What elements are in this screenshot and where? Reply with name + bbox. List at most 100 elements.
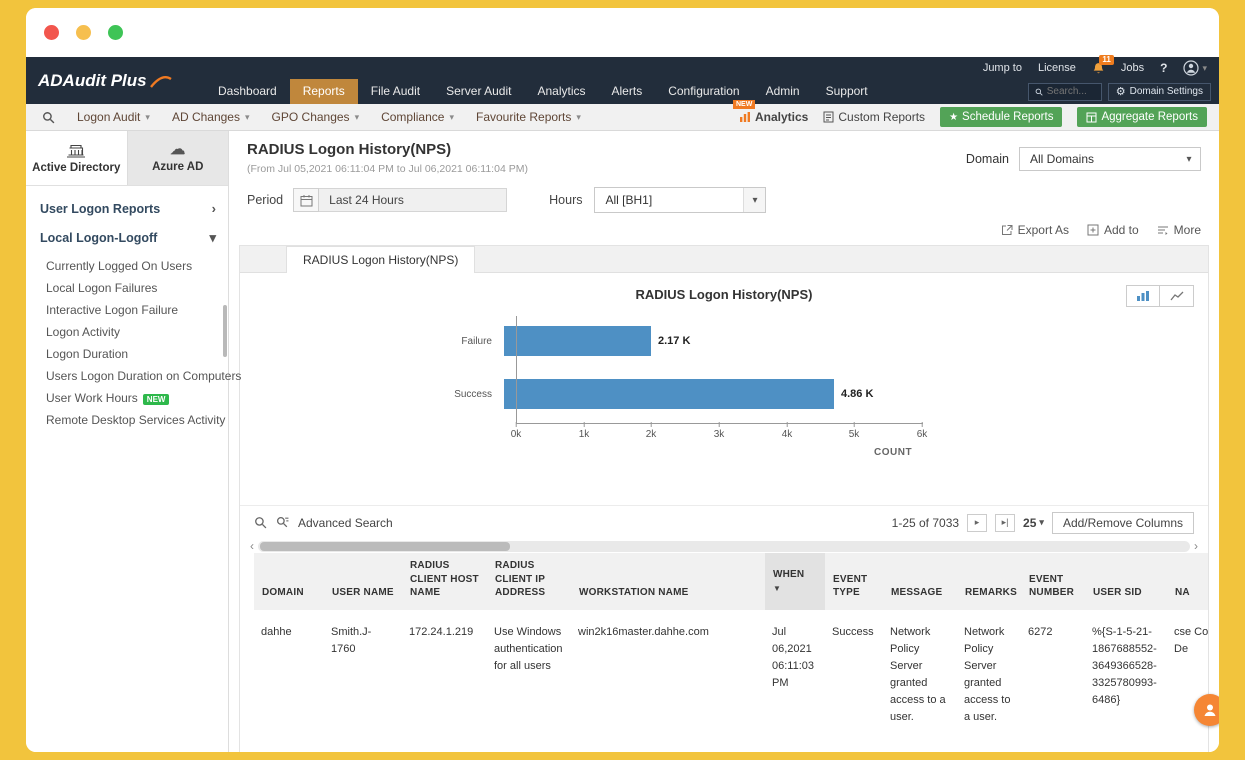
period-input[interactable]	[319, 188, 508, 212]
menu-logon-audit[interactable]: Logon Audit ▾	[77, 110, 150, 124]
analytics-button[interactable]: NEW Analytics	[733, 100, 808, 124]
page-size-select[interactable]: 25 ▾	[1023, 516, 1044, 530]
next-page-button[interactable]: ▸	[967, 513, 988, 532]
sidebar-item-logon-activity[interactable]: Logon Activity	[46, 325, 121, 339]
hours-select[interactable]: All [BH1] ▾	[594, 187, 767, 213]
table-row[interactable]: dahhe Smith.J-1760 172.24.1.219 Use Wind…	[254, 610, 1208, 740]
cell-workstation-name: win2k16master.dahhe.com	[578, 625, 709, 638]
support-chat-button[interactable]	[1194, 694, 1219, 726]
jump-to-link[interactable]: Jump to	[982, 62, 1022, 74]
search-icon	[255, 517, 267, 529]
sidebar-item-users-logon-duration-on-computers[interactable]: Users Logon Duration on Computers	[46, 369, 242, 383]
sidebar-item-currently-logged-on-users[interactable]: Currently Logged On Users	[46, 259, 193, 273]
cell-user-sid: %{S-1-5-21-1867688552-3649366528-3325780…	[1092, 625, 1157, 706]
col-header-domain[interactable]: DOMAIN	[254, 553, 324, 610]
domain-select[interactable]: All Domains ▾	[1019, 147, 1201, 171]
tab-azure-ad[interactable]: ☁ Azure AD	[126, 131, 228, 185]
sidebar-item-interactive-logon-failure[interactable]: Interactive Logon Failure	[46, 303, 179, 317]
chart-bar-row-failure: Failure 2.17 K	[254, 326, 1208, 356]
close-window-icon[interactable]	[44, 25, 59, 40]
col-header-na[interactable]: NA	[1167, 553, 1208, 610]
nav-item-configuration[interactable]: Configuration	[668, 84, 740, 98]
advanced-search[interactable]: Advanced Search	[254, 516, 393, 530]
col-header-remarks[interactable]: REMARKS	[957, 553, 1021, 610]
col-header-radius-client-host-name[interactable]: RADIUS CLIENT HOST NAME	[402, 553, 487, 610]
nav-item-file-audit[interactable]: File Audit	[370, 84, 421, 98]
horizontal-scroll-row: ‹ ›	[246, 539, 1202, 553]
scrollbar-thumb[interactable]	[260, 541, 510, 551]
nav-item-dashboard[interactable]: Dashboard	[218, 84, 277, 98]
menu-ad-changes[interactable]: AD Changes ▾	[172, 110, 250, 124]
chart-canvas: Failure 2.17 K Success 4.86 K 0k 1k	[254, 302, 1208, 492]
nav-item-support[interactable]: Support	[825, 84, 868, 98]
bar-failure	[504, 326, 651, 356]
minimize-window-icon[interactable]	[76, 25, 91, 40]
building-icon	[67, 144, 86, 158]
global-search[interactable]	[1027, 82, 1102, 101]
scroll-right-icon[interactable]: ›	[1194, 539, 1198, 553]
cell-user-name: Smith.J-1760	[331, 625, 372, 655]
export-as-label: Export As	[1017, 223, 1069, 237]
nav-item-alerts[interactable]: Alerts	[611, 84, 643, 98]
col-header-event-type[interactable]: EVENT TYPE	[825, 553, 883, 610]
custom-reports-button[interactable]: Custom Reports	[823, 110, 925, 124]
chart-type-switcher	[1126, 285, 1194, 307]
nav-item-server-audit[interactable]: Server Audit	[446, 84, 512, 98]
x-tick: 2k	[645, 422, 657, 440]
report-doc-icon	[823, 111, 834, 123]
aggregate-reports-button[interactable]: Aggregate Reports	[1077, 107, 1207, 127]
menu-gpo-changes[interactable]: GPO Changes ▾	[272, 110, 360, 124]
col-header-radius-client-ip-address[interactable]: RADIUS CLIENT IP ADDRESS	[487, 553, 571, 610]
bar-chart-toggle-button[interactable]	[1126, 285, 1160, 307]
tab-active-directory[interactable]: Active Directory	[26, 131, 127, 185]
col-header-message[interactable]: MESSAGE	[883, 553, 957, 610]
chevron-down-icon: ▾	[1202, 62, 1207, 73]
cell-domain: dahhe	[261, 625, 292, 638]
sidebar-scrollbar[interactable]	[223, 305, 227, 357]
table-toolbar: Advanced Search 1-25 of 7033 ▸ ▸| 25 ▾ A…	[240, 506, 1208, 539]
advanced-search-label: Advanced Search	[298, 515, 393, 530]
nav-item-analytics[interactable]: Analytics	[537, 84, 586, 98]
sidebar-item-local-logon-failures[interactable]: Local Logon Failures	[46, 281, 158, 295]
last-page-button[interactable]: ▸|	[995, 513, 1016, 532]
notifications-button[interactable]: 11	[1092, 54, 1114, 75]
col-header-workstation-name[interactable]: WORKSTATION NAME	[571, 553, 765, 610]
domain-settings-button[interactable]: ⚙ Domain Settings	[1107, 82, 1211, 101]
x-axis-title: COUNT	[874, 447, 913, 458]
results-table: DOMAIN USER NAME RADIUS CLIENT HOST NAME…	[254, 553, 1208, 740]
add-remove-columns-button[interactable]: Add/Remove Columns	[1051, 511, 1194, 534]
menu-compliance[interactable]: Compliance ▾	[381, 110, 454, 124]
menu-favourite-reports[interactable]: Favourite Reports ▾	[476, 110, 581, 124]
nav-item-admin[interactable]: Admin	[765, 84, 800, 98]
add-to-button[interactable]: Add to	[1087, 223, 1139, 237]
x-tick: 6k	[916, 422, 928, 440]
new-ribbon-badge: NEW	[733, 100, 756, 109]
col-header-user-name[interactable]: USER NAME	[324, 553, 402, 610]
col-header-user-sid[interactable]: USER SID	[1085, 553, 1167, 610]
account-menu-button[interactable]: ▾	[1183, 60, 1207, 76]
license-link[interactable]: License	[1037, 62, 1076, 74]
col-header-when[interactable]: WHEN ▼	[765, 553, 825, 610]
nav-item-reports[interactable]: Reports	[289, 79, 358, 104]
group-local-logon-logoff[interactable]: Local Logon-Logoff ▾	[26, 223, 228, 253]
scroll-left-icon[interactable]: ‹	[250, 539, 254, 553]
sidebar-item-user-work-hours[interactable]: User Work Hours NEW	[26, 387, 228, 409]
more-button[interactable]: More	[1157, 223, 1201, 237]
sidebar-item-logon-duration[interactable]: Logon Duration	[46, 347, 129, 361]
col-header-event-number[interactable]: EVENT NUMBER	[1021, 553, 1085, 610]
export-as-button[interactable]: Export As	[1001, 223, 1069, 237]
maximize-window-icon[interactable]	[108, 25, 123, 40]
help-button[interactable]: ?	[1160, 61, 1168, 75]
group-user-logon-reports[interactable]: User Logon Reports ›	[26, 194, 228, 223]
global-search-input[interactable]	[1046, 86, 1095, 97]
horizontal-scrollbar[interactable]	[258, 540, 1190, 552]
schedule-reports-button[interactable]: ★ Schedule Reports	[940, 107, 1063, 127]
menu-ad-changes-label: AD Changes	[171, 110, 240, 124]
calendar-button[interactable]	[293, 188, 320, 212]
tab-radius-logon-history[interactable]: RADIUS Logon History(NPS)	[286, 246, 476, 273]
report-search-button[interactable]	[42, 111, 55, 124]
jobs-link[interactable]: Jobs	[1120, 62, 1145, 74]
line-chart-toggle-button[interactable]	[1160, 285, 1194, 307]
sidebar-item-remote-desktop-services-activity[interactable]: Remote Desktop Services Activity	[46, 413, 226, 427]
app-body: Active Directory ☁ Azure AD User Logon R…	[26, 131, 1219, 752]
